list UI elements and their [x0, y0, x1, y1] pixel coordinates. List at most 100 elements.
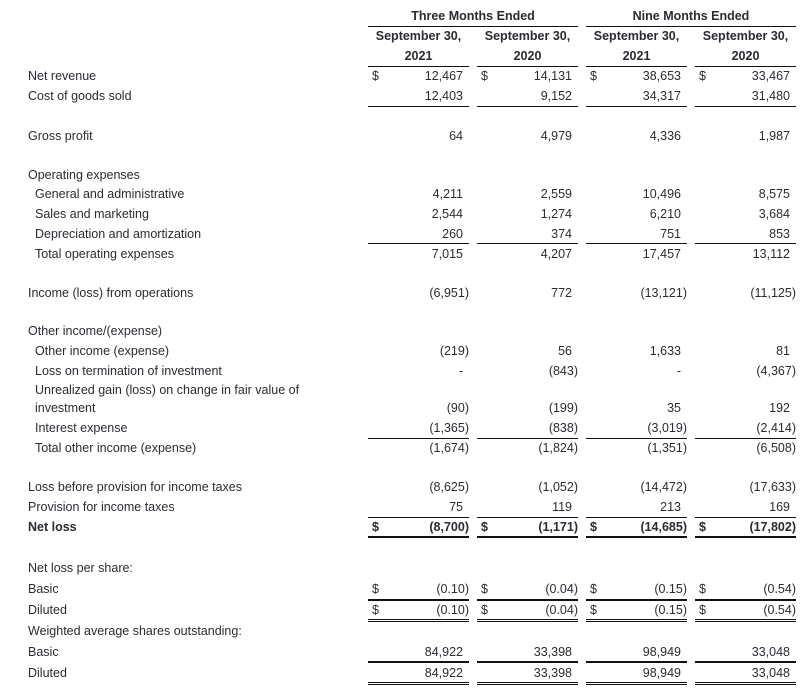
value-cell: (0.15)	[654, 582, 687, 596]
currency-symbol: $	[590, 603, 597, 617]
value-cell: 33,398	[533, 645, 572, 659]
column-header-date: September 30,	[375, 29, 462, 43]
currency-symbol: $	[372, 603, 379, 617]
value-cell: 81	[776, 344, 790, 358]
column-header-year: 2020	[513, 49, 542, 63]
divider	[477, 66, 578, 67]
value-cell: 84,922	[424, 645, 463, 659]
divider	[368, 682, 469, 685]
value-cell: (14,685)	[640, 520, 687, 534]
divider	[586, 661, 687, 663]
divider	[477, 599, 578, 601]
value-cell: 192	[769, 401, 790, 415]
value-cell: (13,121)	[640, 286, 687, 300]
value-cell: 98,949	[642, 666, 681, 680]
divider	[695, 536, 796, 538]
value-cell: (0.15)	[654, 603, 687, 617]
value-cell: 1,274	[540, 207, 572, 221]
divider	[586, 66, 687, 67]
value-cell: (1,365)	[429, 421, 469, 435]
value-cell: 119	[552, 500, 572, 514]
divider	[695, 438, 796, 439]
currency-symbol: $	[372, 520, 379, 534]
row-label: Net loss	[28, 520, 77, 534]
value-cell: 213	[660, 500, 681, 514]
currency-symbol: $	[372, 582, 379, 596]
value-cell: (199)	[548, 401, 578, 415]
value-cell: 260	[442, 227, 463, 241]
currency-symbol: $	[590, 582, 597, 596]
value-cell: 33,467	[751, 69, 790, 83]
value-cell: (3,019)	[647, 421, 687, 435]
divider	[368, 619, 469, 622]
row-label: Provision for income taxes	[28, 500, 175, 514]
value-cell: (0.04)	[545, 603, 578, 617]
divider	[695, 599, 796, 601]
currency-symbol: $	[590, 520, 597, 534]
currency-symbol: $	[699, 69, 706, 83]
column-header-date: September 30,	[593, 29, 680, 43]
value-cell: 6,210	[649, 207, 681, 221]
value-cell: 33,398	[533, 666, 572, 680]
currency-symbol: $	[699, 582, 706, 596]
value-cell: (17,633)	[749, 480, 796, 494]
value-cell: (0.54)	[763, 582, 796, 596]
divider	[368, 517, 469, 518]
value-cell: (0.10)	[436, 582, 469, 596]
value-cell: 10,496	[642, 187, 681, 201]
value-cell: 12,467	[424, 69, 463, 83]
currency-symbol: $	[699, 520, 706, 534]
divider	[586, 106, 687, 107]
divider	[695, 682, 796, 685]
divider	[368, 66, 469, 67]
row-label: Net revenue	[28, 69, 97, 83]
value-cell: (2,414)	[756, 421, 796, 435]
value-cell: (11,125)	[750, 286, 796, 300]
value-cell: 64	[449, 129, 463, 143]
divider	[695, 243, 796, 244]
divider	[368, 243, 469, 244]
value-cell: 4,211	[432, 187, 463, 201]
value-cell: 374	[551, 227, 572, 241]
column-header-year: 2020	[731, 49, 760, 63]
divider	[477, 619, 578, 622]
row-label: Total operating expenses	[35, 247, 174, 261]
divider	[477, 682, 578, 685]
divider	[586, 438, 687, 439]
value-cell: 1,987	[758, 129, 790, 143]
row-label: General and administrative	[35, 187, 185, 201]
value-cell: 56	[558, 344, 572, 358]
row-label: Weighted average shares outstanding:	[28, 624, 242, 638]
value-cell: (0.54)	[763, 603, 796, 617]
value-cell: 35	[667, 401, 681, 415]
value-cell: 772	[551, 286, 572, 300]
column-header-year: 2021	[404, 49, 433, 63]
row-label: Operating expenses	[28, 168, 140, 182]
divider	[477, 517, 578, 518]
value-cell: 33,048	[751, 666, 790, 680]
value-cell: 9,152	[540, 89, 572, 103]
divider	[586, 619, 687, 622]
value-cell: (1,674)	[429, 441, 469, 455]
column-header-year: 2021	[622, 49, 651, 63]
value-cell: (843)	[548, 364, 578, 378]
value-cell: 7,015	[431, 247, 463, 261]
value-cell: (6,951)	[429, 286, 469, 300]
value-cell: (219)	[439, 344, 469, 358]
value-cell: (1,351)	[647, 441, 687, 455]
value-cell: 751	[660, 227, 681, 241]
value-cell: (14,472)	[640, 480, 687, 494]
value-cell: 4,979	[540, 129, 572, 143]
divider	[477, 438, 578, 439]
divider	[477, 243, 578, 244]
row-label: Gross profit	[28, 129, 93, 143]
column-header-date: September 30,	[484, 29, 571, 43]
value-cell: (6,508)	[756, 441, 796, 455]
value-cell: 84,922	[424, 666, 463, 680]
currency-symbol: $	[590, 69, 597, 83]
value-cell: 12,403	[424, 89, 463, 103]
currency-symbol: $	[481, 69, 488, 83]
row-label: Diluted	[28, 666, 67, 680]
value-cell: 853	[769, 227, 790, 241]
